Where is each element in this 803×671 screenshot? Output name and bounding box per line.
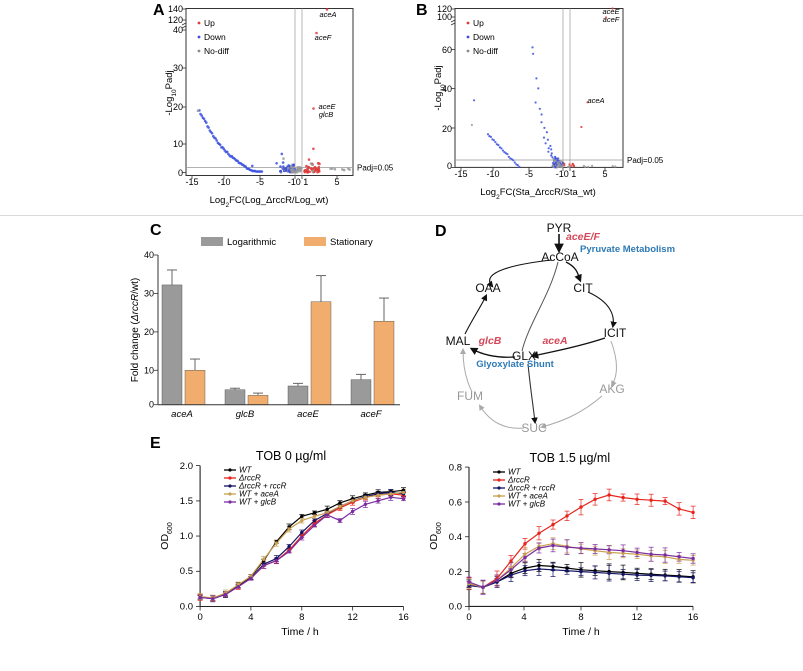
svg-text:No-diff: No-diff <box>204 46 230 56</box>
svg-text:D: D <box>435 223 447 240</box>
svg-text:12: 12 <box>347 612 358 623</box>
svg-text:16: 16 <box>398 612 409 623</box>
svg-text:1.0: 1.0 <box>180 531 193 542</box>
svg-text:Glyoxylate Shunt: Glyoxylate Shunt <box>476 359 554 370</box>
svg-text:0.6: 0.6 <box>449 498 462 509</box>
svg-text:1.5: 1.5 <box>180 496 193 507</box>
svg-text:Up: Up <box>473 18 484 28</box>
svg-text:0: 0 <box>466 612 471 623</box>
svg-text:MAL: MAL <box>446 334 471 348</box>
svg-text:Down: Down <box>204 32 226 42</box>
svg-text:10: 10 <box>173 139 183 149</box>
svg-text:0: 0 <box>447 161 452 171</box>
svg-text:0.0: 0.0 <box>180 602 193 613</box>
svg-text:aceA: aceA <box>171 409 193 420</box>
svg-text:8: 8 <box>299 612 304 623</box>
svg-text:No-diff: No-diff <box>473 46 499 56</box>
svg-text:16: 16 <box>688 612 699 623</box>
svg-text:AKG: AKG <box>599 382 624 396</box>
svg-text:aceA: aceA <box>319 10 336 19</box>
svg-text:CIT: CIT <box>573 281 593 295</box>
svg-text:Log2FC(Sta_ΔrccR/Sta_wt): Log2FC(Sta_ΔrccR/Sta_wt) <box>480 187 596 201</box>
svg-text:60: 60 <box>442 45 452 55</box>
svg-text:10: 10 <box>144 365 154 375</box>
svg-text:glcB: glcB <box>319 110 334 119</box>
svg-text:2.0: 2.0 <box>180 461 193 472</box>
svg-text:0: 0 <box>197 612 202 623</box>
svg-text:glcB: glcB <box>236 409 255 420</box>
svg-text:OD600: OD600 <box>428 522 443 550</box>
svg-text:0.4: 0.4 <box>449 532 462 543</box>
svg-text:30: 30 <box>144 288 154 298</box>
svg-text:glcB: glcB <box>478 335 502 347</box>
svg-text:C: C <box>150 222 162 239</box>
svg-text:Log2FC(Log_ΔrccR/Log_wt): Log2FC(Log_ΔrccR/Log_wt) <box>210 195 329 209</box>
svg-text:E: E <box>150 435 161 452</box>
svg-text:WT + glcB: WT + glcB <box>508 500 546 509</box>
svg-text:aceF: aceF <box>360 409 382 420</box>
svg-text:-Log10Padj: -Log10Padj <box>433 65 447 110</box>
svg-text:OD600: OD600 <box>159 522 174 550</box>
svg-text:aceA: aceA <box>587 96 604 105</box>
svg-text:12: 12 <box>632 612 643 623</box>
svg-text:ICIT: ICIT <box>604 326 627 340</box>
svg-text:TOB 0 µg/ml: TOB 0 µg/ml <box>256 449 326 463</box>
svg-text:0.8: 0.8 <box>449 463 462 474</box>
svg-text:40: 40 <box>144 250 154 260</box>
svg-text:0: 0 <box>178 168 183 178</box>
svg-text:FUM: FUM <box>457 389 483 403</box>
svg-text:aceE/F: aceE/F <box>566 231 600 243</box>
svg-text:20: 20 <box>144 327 154 337</box>
svg-text:aceE: aceE <box>297 409 319 420</box>
svg-text:140: 140 <box>168 4 183 14</box>
svg-text:100: 100 <box>437 12 452 22</box>
svg-text:Down: Down <box>473 32 495 42</box>
svg-text:WT + glcB: WT + glcB <box>239 498 277 507</box>
svg-text:0.0: 0.0 <box>449 602 462 613</box>
svg-text:aceF: aceF <box>603 15 620 24</box>
svg-text:0: 0 <box>149 400 154 410</box>
svg-text:20: 20 <box>442 124 452 134</box>
svg-text:B: B <box>416 2 428 19</box>
svg-text:0.2: 0.2 <box>449 567 462 578</box>
svg-text:aceF: aceF <box>315 33 332 42</box>
svg-text:A: A <box>153 2 165 19</box>
svg-text:40: 40 <box>173 25 183 35</box>
svg-text:4: 4 <box>248 612 253 623</box>
svg-text:-10 1: -10 1 <box>288 177 309 187</box>
svg-text:Time / h: Time / h <box>281 626 319 638</box>
svg-text:Up: Up <box>204 18 215 28</box>
svg-text:Padj=0.05: Padj=0.05 <box>627 156 664 165</box>
svg-text:Fold change (ΔrccR/wt): Fold change (ΔrccR/wt) <box>130 278 141 383</box>
svg-text:aceA: aceA <box>542 335 567 347</box>
svg-text:120: 120 <box>168 15 183 25</box>
svg-text:Stationary: Stationary <box>330 237 373 248</box>
svg-text:OAA: OAA <box>475 281 500 295</box>
svg-text:Pyruvate Metabolism: Pyruvate Metabolism <box>580 244 675 255</box>
svg-text:8: 8 <box>578 612 583 623</box>
svg-text:Logarithmic: Logarithmic <box>227 237 276 248</box>
svg-text:Padj=0.05: Padj=0.05 <box>357 164 394 173</box>
svg-text:Time / h: Time / h <box>562 626 600 638</box>
svg-text:0.5: 0.5 <box>180 566 193 577</box>
svg-text:4: 4 <box>521 612 526 623</box>
svg-text:AcCoA: AcCoA <box>541 250 578 264</box>
svg-text:-10 1: -10 1 <box>556 169 577 179</box>
svg-text:TOB 1.5 µg/ml: TOB 1.5 µg/ml <box>529 451 610 465</box>
